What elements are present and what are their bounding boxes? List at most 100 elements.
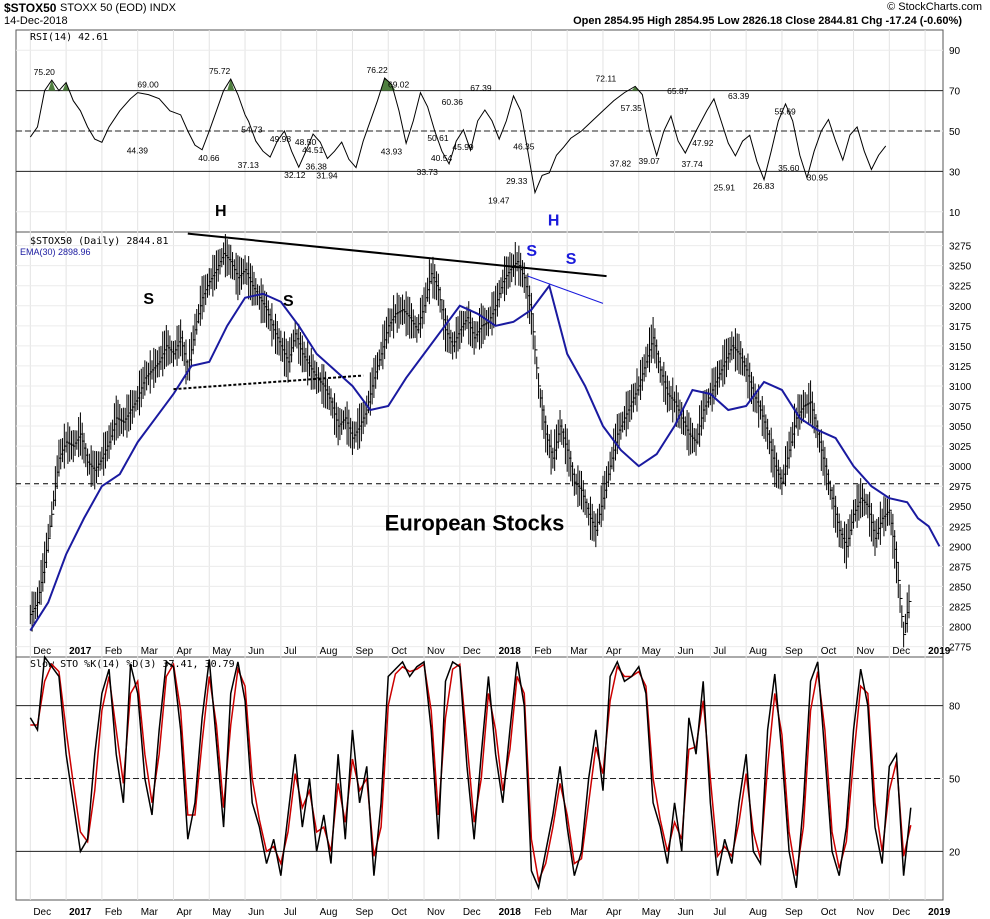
price-ytick-label: 2800 [949, 623, 972, 634]
price-ytick-label: 3025 [949, 442, 972, 453]
price-xtick-label: May [212, 646, 231, 657]
bottom-xtick-label: Dec [33, 907, 51, 918]
bottom-xtick-label: Feb [534, 907, 552, 918]
price-ytick-label: 3075 [949, 402, 972, 413]
bottom-xtick-label: Nov [857, 907, 875, 918]
price-xtick-label: Oct [391, 646, 407, 657]
sto-ytick-label: 50 [949, 775, 961, 786]
pattern-label: S [526, 243, 537, 260]
price-xtick-label: 2019 [928, 646, 951, 657]
bottom-xtick-label: Apr [176, 907, 192, 918]
rsi-value-label: 37.82 [610, 159, 632, 169]
price-xtick-label: Apr [176, 646, 192, 657]
rsi-value-label: 47.92 [692, 138, 714, 148]
neckline-blue [527, 275, 604, 304]
rsi-value-label: 49.98 [270, 134, 292, 144]
rsi-value-label: 36.38 [306, 162, 328, 172]
bottom-xtick-label: Dec [463, 907, 481, 918]
rsi-value-label: 67.39 [470, 83, 492, 93]
bottom-xtick-label: Oct [391, 907, 407, 918]
sto-title: Slow STO %K(14) %D(3) 37.41, 30.79 [30, 659, 235, 670]
price-xtick-label: Sep [785, 646, 803, 657]
bottom-xtick-label: Aug [320, 907, 338, 918]
rsi-value-label: 72.11 [596, 73, 617, 83]
price-ytick-label: 2850 [949, 582, 972, 593]
bottom-xtick-label: Nov [427, 907, 445, 918]
rsi-value-label: 29.33 [506, 176, 528, 186]
bottom-xtick-label: Mar [570, 907, 588, 918]
rsi-value-label: 65.87 [667, 86, 689, 96]
price-xtick-label: Apr [606, 646, 622, 657]
rsi-value-label: 75.72 [209, 66, 231, 76]
bottom-xtick-label: 2017 [69, 907, 92, 918]
bottom-xtick-label: Apr [606, 907, 622, 918]
rsi-value-label: 25.91 [714, 183, 736, 193]
price-xtick-label: Dec [892, 646, 910, 657]
rsi-value-label: 75.20 [34, 67, 56, 77]
rsi-overbought-fill [381, 78, 396, 91]
price-xtick-label: May [642, 646, 661, 657]
bottom-xtick-label: May [642, 907, 661, 918]
price-ytick-label: 2975 [949, 482, 972, 493]
bottom-xtick-label: Jun [248, 907, 264, 918]
rsi-value-label: 54.73 [241, 124, 263, 134]
pattern-label: S [566, 251, 577, 268]
sto-ytick-label: 20 [949, 847, 961, 858]
ohlc-readout: Open 2854.95 High 2854.95 Low 2826.18 Cl… [573, 15, 962, 27]
rsi-value-label: 60.36 [442, 97, 464, 107]
rsi-value-label: 33.73 [417, 167, 439, 177]
chart-symbol: $STOX50 [4, 1, 57, 15]
rsi-ytick-label: 90 [949, 46, 961, 57]
bottom-xtick-label: May [212, 907, 231, 918]
neckline-upper [187, 232, 607, 278]
price-title: $STOX50 (Daily) 2844.81 [30, 236, 168, 247]
bottom-xtick-label: Aug [749, 907, 767, 918]
price-xtick-label: Jul [284, 646, 297, 657]
rsi-ytick-label: 10 [949, 208, 961, 219]
price-xtick-label: Nov [857, 646, 875, 657]
price-panel-frame [15, 231, 944, 658]
rsi-value-label: 57.35 [621, 103, 643, 113]
price-xtick-label: Dec [463, 646, 481, 657]
sto-d-line [30, 662, 912, 884]
price-ytick-label: 2900 [949, 542, 972, 553]
rsi-value-label: 43.93 [381, 146, 403, 156]
bottom-xtick-label: Mar [141, 907, 159, 918]
rsi-value-label: 76.22 [366, 65, 388, 75]
price-ytick-label: 3050 [949, 422, 972, 433]
sto-k-line [29, 654, 912, 891]
rsi-value-label: 35.60 [778, 163, 800, 173]
ema-line [29, 283, 941, 632]
price-xtick-label: Jun [678, 646, 694, 657]
pattern-label: H [548, 213, 560, 230]
bottom-xtick-label: Sep [785, 907, 803, 918]
rsi-overbought-fill [227, 79, 235, 91]
rsi-ytick-label: 50 [949, 127, 961, 138]
rsi-value-label: 45.99 [452, 142, 474, 152]
price-ytick-label: 3175 [949, 322, 972, 333]
rsi-value-label: 50.61 [427, 133, 449, 143]
rsi-value-label: 44.39 [127, 145, 149, 155]
price-ytick-label: 3275 [949, 242, 972, 253]
rsi-overbought-fill [62, 82, 70, 91]
price-ytick-label: 2875 [949, 562, 972, 573]
price-xtick-label: Aug [749, 646, 767, 657]
ema-legend: EMA(30) 2898.96 [20, 247, 91, 257]
price-xtick-label: 2018 [499, 646, 522, 657]
bottom-xtick-label: Oct [821, 907, 837, 918]
neckline-dotted [173, 374, 364, 391]
sto-ytick-label: 80 [949, 702, 961, 713]
price-xtick-label: Nov [427, 646, 445, 657]
bottom-xtick-label: Feb [105, 907, 123, 918]
bottom-xtick-label: Sep [355, 907, 373, 918]
bottom-xtick-label: Jul [713, 907, 726, 918]
rsi-ytick-label: 70 [949, 87, 961, 98]
price-ytick-label: 3200 [949, 302, 972, 313]
rsi-value-label: 44.51 [302, 145, 324, 155]
rsi-ytick-label: 30 [949, 167, 961, 178]
chart-name: STOXX 50 (EOD) INDX [60, 2, 176, 14]
rsi-value-label: 69.00 [137, 80, 159, 90]
price-xtick-label: Feb [105, 646, 123, 657]
pattern-label: S [283, 293, 294, 310]
price-ytick-label: 3225 [949, 282, 972, 293]
